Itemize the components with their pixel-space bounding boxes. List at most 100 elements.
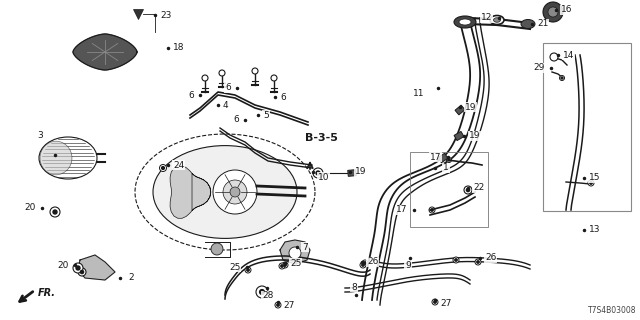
Text: 17: 17 xyxy=(430,153,442,162)
Circle shape xyxy=(223,180,247,204)
Circle shape xyxy=(281,265,283,267)
Polygon shape xyxy=(170,166,211,218)
Circle shape xyxy=(434,301,436,303)
Text: 25: 25 xyxy=(290,259,301,268)
Text: 7: 7 xyxy=(302,243,308,252)
Text: 9: 9 xyxy=(405,261,411,270)
Text: 6: 6 xyxy=(280,92,285,101)
Bar xyxy=(438,153,448,163)
Circle shape xyxy=(550,53,558,61)
Circle shape xyxy=(81,270,84,274)
Text: 3: 3 xyxy=(37,131,43,140)
Ellipse shape xyxy=(153,146,297,238)
Bar xyxy=(455,105,465,115)
Text: 18: 18 xyxy=(173,44,184,52)
Polygon shape xyxy=(280,240,310,264)
Text: 6: 6 xyxy=(188,91,194,100)
Circle shape xyxy=(548,7,558,17)
Circle shape xyxy=(588,180,594,186)
Text: FR.: FR. xyxy=(38,288,56,298)
Circle shape xyxy=(76,266,80,270)
Text: 8: 8 xyxy=(351,283,356,292)
Text: 26: 26 xyxy=(367,258,378,267)
Text: 28: 28 xyxy=(262,292,273,300)
Circle shape xyxy=(559,76,564,81)
Text: 12: 12 xyxy=(481,13,492,22)
Text: 14: 14 xyxy=(563,51,574,60)
Ellipse shape xyxy=(39,137,97,179)
Circle shape xyxy=(230,187,240,197)
Text: 29: 29 xyxy=(533,63,545,73)
Circle shape xyxy=(362,264,364,266)
Text: 19: 19 xyxy=(469,132,481,140)
Text: 25: 25 xyxy=(229,262,241,271)
Circle shape xyxy=(279,263,285,269)
Circle shape xyxy=(429,207,435,213)
Ellipse shape xyxy=(454,16,476,28)
Text: 10: 10 xyxy=(318,172,330,181)
Text: 20: 20 xyxy=(57,260,68,269)
Circle shape xyxy=(161,167,164,169)
Text: 6: 6 xyxy=(233,116,239,124)
Bar xyxy=(454,132,464,140)
Text: T7S4B03008: T7S4B03008 xyxy=(588,306,636,315)
Circle shape xyxy=(477,261,479,263)
Text: 24: 24 xyxy=(173,161,184,170)
Text: 23: 23 xyxy=(160,11,172,20)
Ellipse shape xyxy=(459,19,471,25)
Circle shape xyxy=(316,171,320,175)
Ellipse shape xyxy=(493,18,500,22)
Circle shape xyxy=(464,186,472,194)
Circle shape xyxy=(467,188,470,192)
Bar xyxy=(410,152,488,227)
Circle shape xyxy=(277,304,279,306)
Circle shape xyxy=(431,209,433,211)
Ellipse shape xyxy=(490,15,504,25)
Circle shape xyxy=(362,260,368,266)
Circle shape xyxy=(453,257,459,263)
Circle shape xyxy=(284,264,286,266)
Text: 20: 20 xyxy=(24,204,35,212)
Circle shape xyxy=(53,210,57,214)
Text: 15: 15 xyxy=(589,173,600,182)
Circle shape xyxy=(219,70,225,76)
Circle shape xyxy=(475,259,481,265)
Circle shape xyxy=(364,262,366,264)
Text: 13: 13 xyxy=(589,226,600,235)
Polygon shape xyxy=(78,255,115,280)
Circle shape xyxy=(202,75,208,81)
Text: 19: 19 xyxy=(355,167,367,177)
Circle shape xyxy=(159,164,166,172)
Circle shape xyxy=(289,247,301,259)
Text: 2: 2 xyxy=(128,274,134,283)
Circle shape xyxy=(543,2,563,22)
Text: 27: 27 xyxy=(440,299,451,308)
Circle shape xyxy=(260,290,264,294)
Ellipse shape xyxy=(40,141,72,175)
Circle shape xyxy=(252,68,258,74)
Circle shape xyxy=(282,262,288,268)
Bar xyxy=(348,170,356,176)
Text: 22: 22 xyxy=(473,183,484,193)
Text: 11: 11 xyxy=(413,89,424,98)
Text: 17: 17 xyxy=(396,205,408,214)
Text: 26: 26 xyxy=(485,253,497,262)
Text: 6: 6 xyxy=(225,84,231,92)
Circle shape xyxy=(256,286,268,298)
Circle shape xyxy=(73,263,83,273)
Circle shape xyxy=(360,262,366,268)
Text: 16: 16 xyxy=(561,5,573,14)
Circle shape xyxy=(247,269,249,271)
Circle shape xyxy=(448,159,450,161)
Circle shape xyxy=(313,168,323,178)
Polygon shape xyxy=(73,34,137,70)
Text: 5: 5 xyxy=(263,110,269,119)
Ellipse shape xyxy=(521,20,535,28)
Circle shape xyxy=(590,182,592,184)
Text: 4: 4 xyxy=(223,100,228,109)
Circle shape xyxy=(50,207,60,217)
Circle shape xyxy=(432,299,438,305)
Circle shape xyxy=(275,302,281,308)
Text: 21: 21 xyxy=(537,20,548,28)
Bar xyxy=(543,43,631,211)
